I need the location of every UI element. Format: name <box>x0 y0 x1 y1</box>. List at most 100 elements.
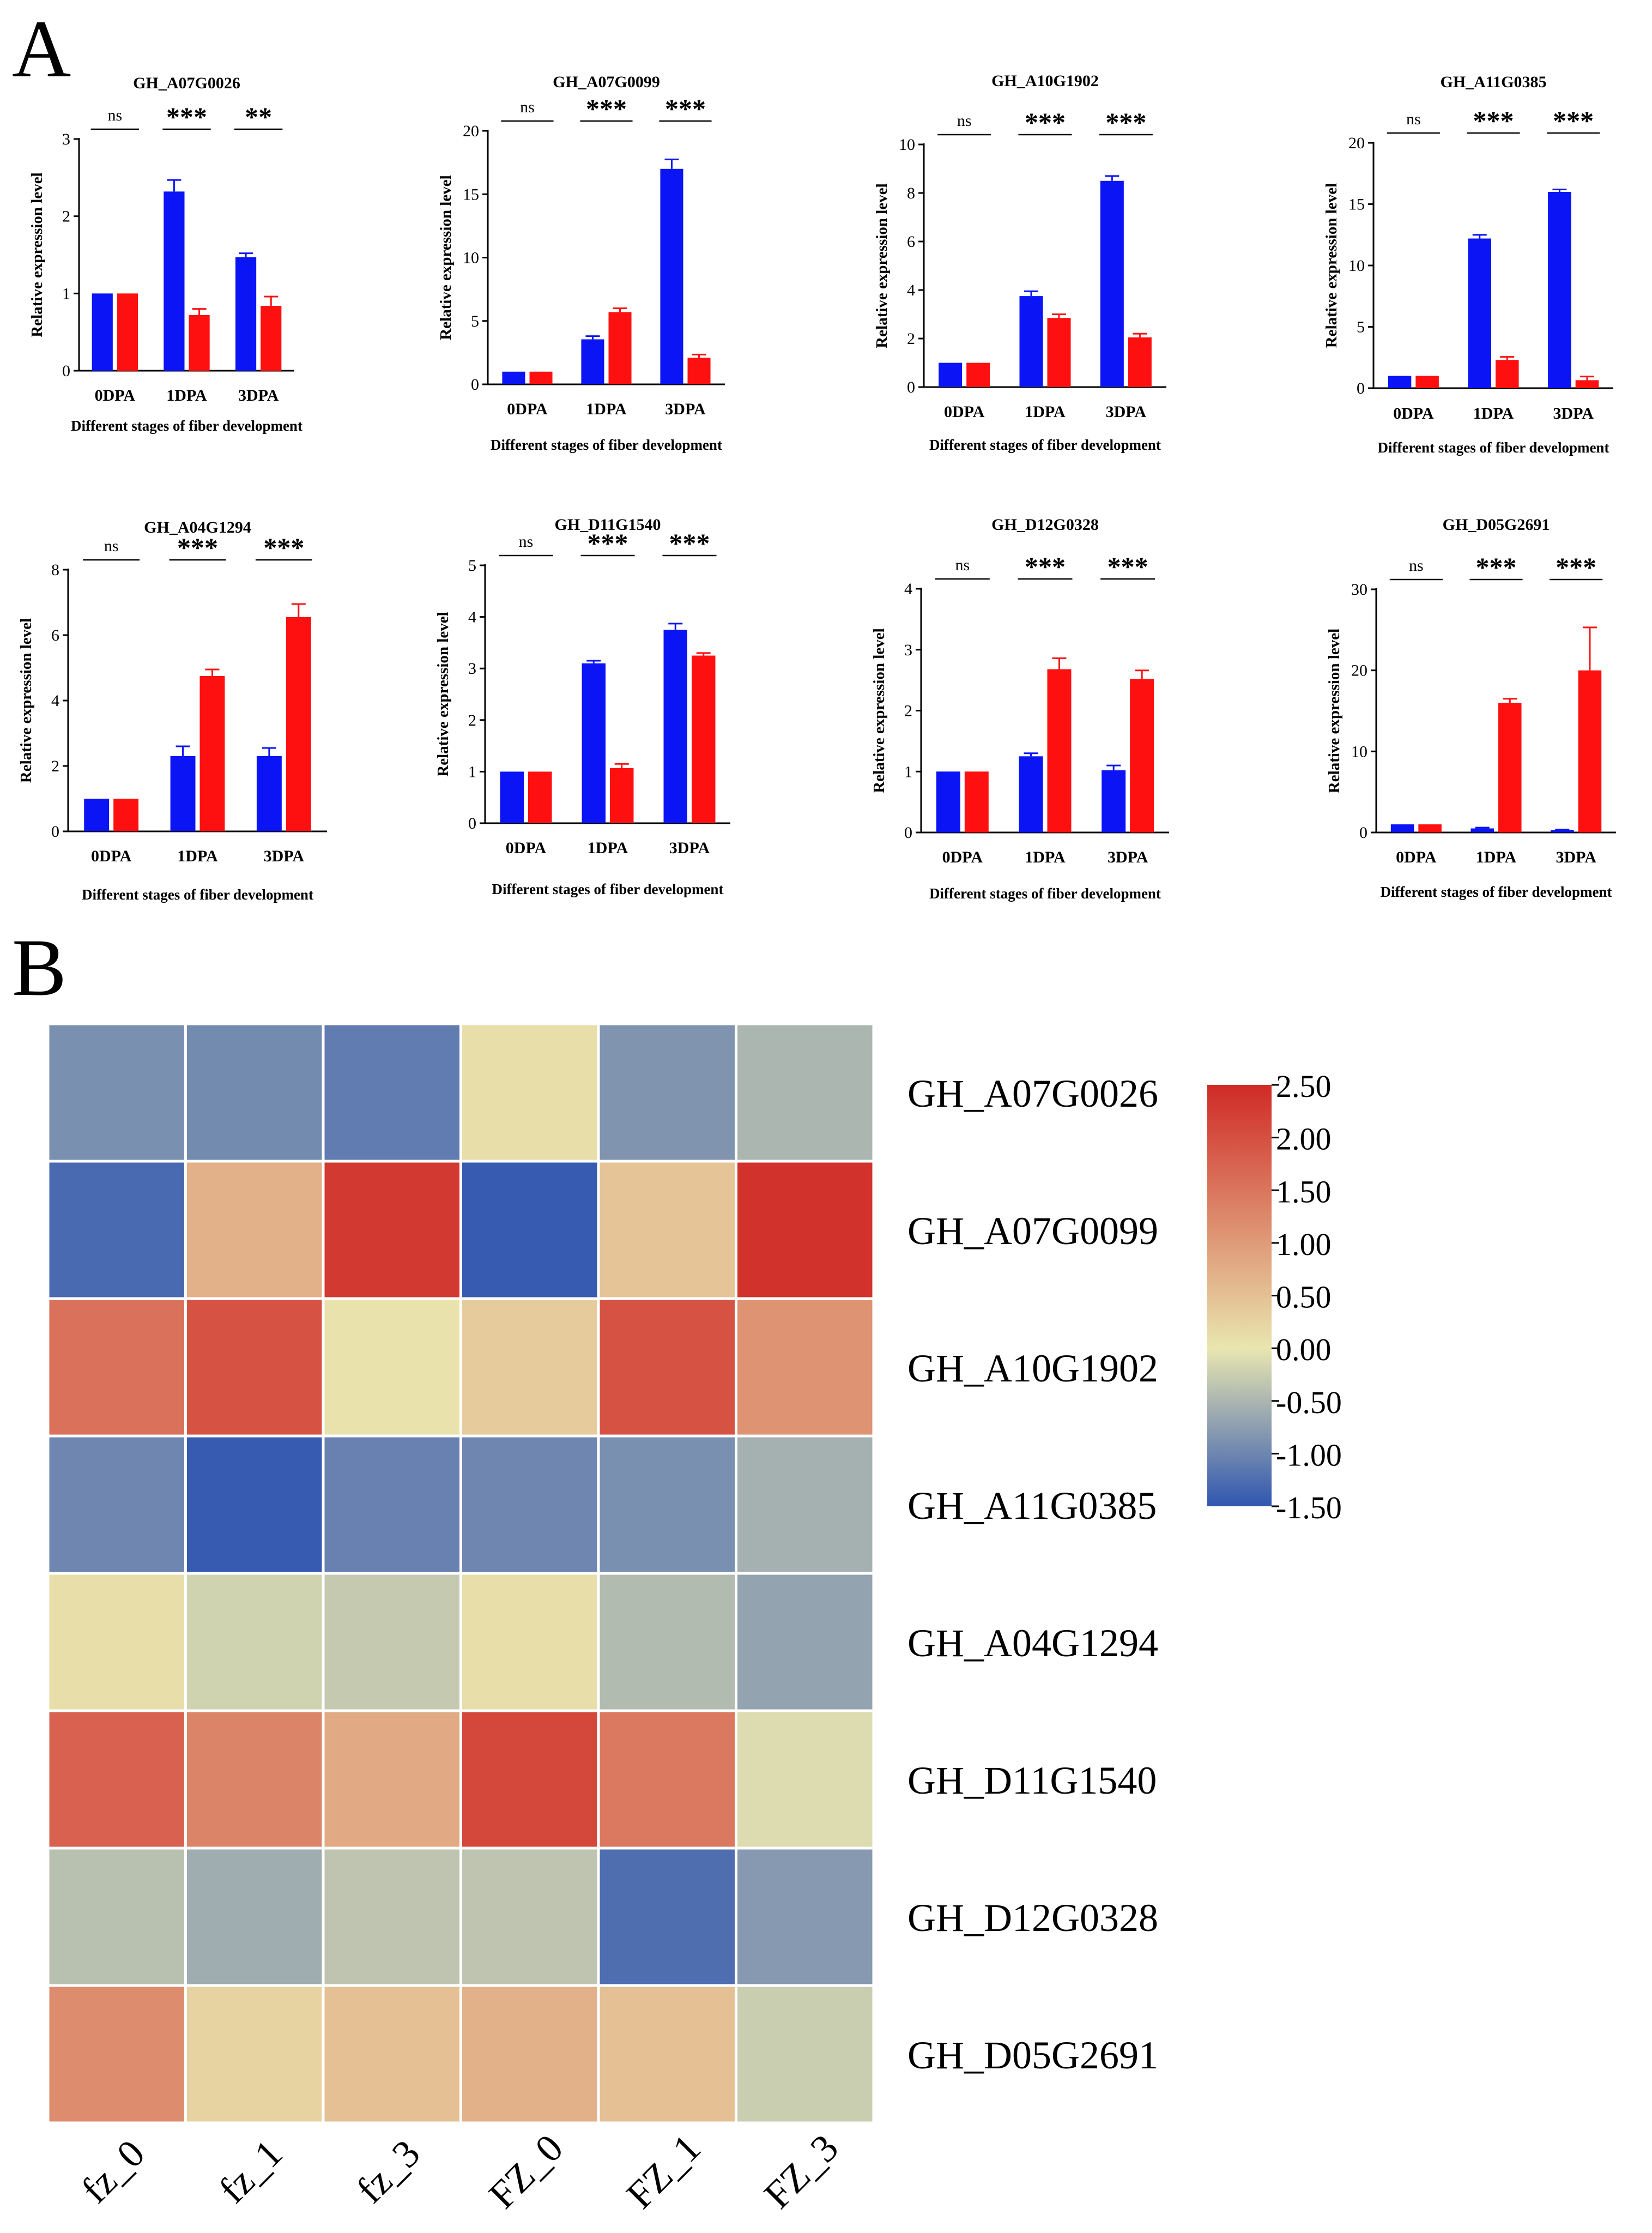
bar-series-1 <box>1390 824 1414 832</box>
heatmap-cell <box>459 1846 600 1987</box>
heatmap-cell <box>597 1846 737 1987</box>
y-tick-label: 0 <box>51 823 59 841</box>
x-tick-label: 1DPA <box>177 847 218 865</box>
heatmap-column-label: fz_3 <box>348 2132 428 2212</box>
colorbar-tick-label: 1.50 <box>1276 1174 1332 1209</box>
heatmap-cell <box>322 1709 462 1850</box>
y-tick-label: 0 <box>62 362 70 380</box>
significance-label: *** <box>665 93 706 124</box>
panel-label-b: B <box>12 922 66 1013</box>
y-axis-label: Relative expression level <box>28 172 46 337</box>
heatmap-cell <box>184 1160 325 1300</box>
chart-title: GH_A07G0099 <box>553 73 660 91</box>
chart-title: GH_A04G1294 <box>144 518 251 536</box>
x-axis-label: Different stages of fiber development <box>491 437 722 453</box>
y-tick-label: 30 <box>1351 581 1367 599</box>
bar-series-2 <box>529 371 553 384</box>
bar-series-1 <box>1388 376 1412 388</box>
heatmap-cell <box>322 1160 462 1300</box>
significance-label: *** <box>1476 552 1517 582</box>
chart-title: GH_D11G1540 <box>554 516 661 534</box>
bar-series-1 <box>164 191 185 371</box>
y-tick-label: 6 <box>907 233 915 251</box>
significance-label: *** <box>166 101 207 132</box>
bar-series-2 <box>608 312 632 384</box>
y-tick-label: 5 <box>471 312 479 330</box>
bar-series-1 <box>939 363 963 387</box>
y-tick-label: 1 <box>468 763 476 781</box>
colorbar-tick-label: -1.50 <box>1276 1490 1342 1525</box>
heatmap-cell <box>459 1984 600 2125</box>
significance-label: ns <box>520 98 535 116</box>
y-axis-label: Relative expression level <box>1326 629 1343 793</box>
heatmap-column-label: FZ_0 <box>480 2126 571 2217</box>
x-tick-label: 1DPA <box>166 387 207 405</box>
x-axis-label: Different stages of fiber development <box>492 881 724 897</box>
heatmap-cell <box>459 1572 600 1712</box>
y-tick-label: 6 <box>51 626 59 644</box>
chart-title: GH_A11G0385 <box>1440 73 1546 91</box>
significance-label: *** <box>1108 551 1148 582</box>
y-tick-label: 0 <box>907 378 915 396</box>
heatmap-cell <box>184 1022 325 1163</box>
x-tick-label: 1DPA <box>1025 403 1066 421</box>
bar-series-1 <box>256 756 282 831</box>
bar-series-1 <box>1551 830 1574 832</box>
heatmap-cell <box>46 1572 187 1712</box>
heatmap-cell <box>184 1434 325 1575</box>
significance-label: *** <box>263 532 304 563</box>
y-tick-label: 10 <box>463 249 479 267</box>
panel-label-a: A <box>12 4 71 94</box>
y-tick-label: 15 <box>1348 196 1365 214</box>
bar-series-1 <box>170 756 196 831</box>
significance-label: *** <box>1105 107 1146 137</box>
significance-label: *** <box>1553 105 1594 136</box>
heatmap-cell <box>46 1984 187 2125</box>
heatmap-cell <box>735 1160 875 1300</box>
bar-series-2 <box>117 293 138 371</box>
heatmap-column-label: fz_0 <box>73 2132 153 2212</box>
bar-series-2 <box>964 771 989 832</box>
x-axis-label: Different stages of fiber development <box>929 437 1161 453</box>
heatmap-cell <box>735 1297 875 1438</box>
x-axis-label: Different stages of fiber development <box>1378 439 1609 456</box>
y-tick-label: 10 <box>1351 743 1367 761</box>
significance-label: ns <box>1406 110 1421 128</box>
chart-title: GH_D05G2691 <box>1443 516 1550 534</box>
significance-label: ns <box>519 533 534 551</box>
bar-series-1 <box>936 771 960 832</box>
significance-label: *** <box>1025 107 1066 137</box>
bar-series-2 <box>286 617 311 831</box>
significance-label: *** <box>669 528 710 558</box>
x-tick-label: 0DPA <box>942 848 983 866</box>
bar-series-1 <box>92 293 113 371</box>
significance-label: ns <box>957 112 972 130</box>
heatmap-cell <box>184 1984 325 2125</box>
bar-series-1 <box>1019 756 1043 832</box>
y-tick-label: 10 <box>1348 257 1365 275</box>
y-tick-label: 5 <box>1357 318 1365 336</box>
heatmap-row-label: GH_A10G1902 <box>907 1347 1158 1390</box>
y-tick-label: 20 <box>463 122 479 140</box>
x-tick-label: 0DPA <box>944 403 985 421</box>
y-axis-label: Relative expression level <box>870 628 888 793</box>
y-axis-label: Relative expression level <box>1323 183 1340 348</box>
x-tick-label: 0DPA <box>91 847 132 865</box>
bar-series-1 <box>84 799 110 831</box>
y-tick-label: 2 <box>62 208 70 226</box>
bar-series-2 <box>199 676 225 831</box>
x-tick-label: 3DPA <box>665 400 706 418</box>
bar-series-1 <box>1471 828 1494 832</box>
heatmap-cell <box>322 1984 462 2125</box>
heatmap-row-label: GH_A07G0099 <box>907 1209 1158 1253</box>
y-tick-label: 20 <box>1348 134 1365 152</box>
x-tick-label: 3DPA <box>1108 848 1148 866</box>
y-tick-label: 2 <box>907 330 915 348</box>
heatmap-cell <box>597 1022 737 1163</box>
x-tick-label: 3DPA <box>1106 403 1147 421</box>
heatmap-cell <box>597 1160 737 1300</box>
bar-series-2 <box>1415 376 1439 388</box>
significance-label: *** <box>588 528 628 558</box>
y-axis-label: Relative expression level <box>437 175 455 340</box>
significance-label: ns <box>104 537 119 555</box>
